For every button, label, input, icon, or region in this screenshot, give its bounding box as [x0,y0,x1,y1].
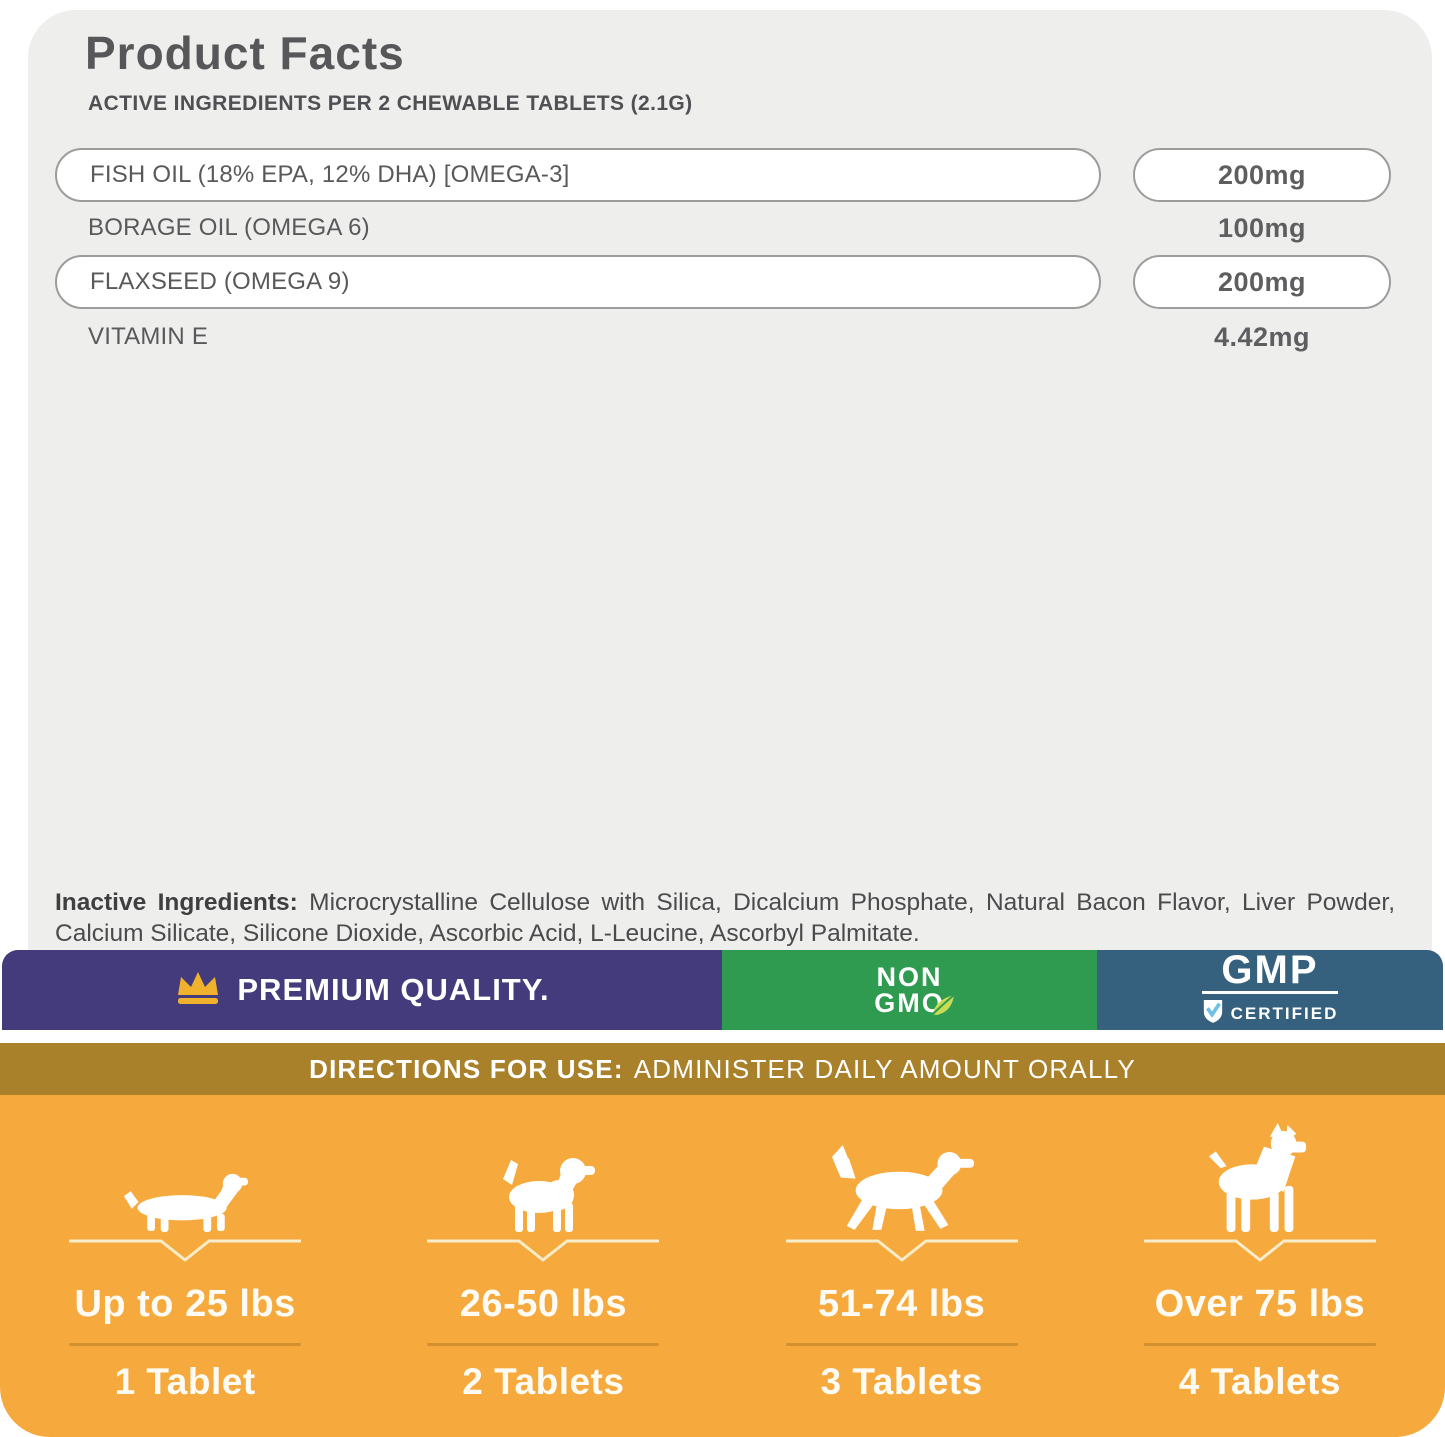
leaf-icon [931,992,957,1022]
ingredient-name: FLAXSEED (OMEGA 9) [90,268,350,295]
tablet-count-label: 2 Tablets [462,1361,625,1402]
ingredient-name: BORAGE OIL (OMEGA 6) [88,214,370,241]
gmp-box: GMP CERTIFIED [1201,948,1339,1029]
inactive-ingredients-label: Inactive Ingredients: [55,888,298,916]
premium-quality-badge: PREMIUM QUALITY. [2,950,722,1030]
non-gmo-text: NON GMO [874,962,955,1018]
dosage-section: Up to 25 lbs 1 Tablet [0,1095,1445,1437]
notch-divider-line [427,1239,660,1262]
dosage-column-large-dog: 51-74 lbs 3 Tablets [723,1095,1081,1437]
weight-range-label: 26-50 lbs [459,1283,627,1325]
ingredient-row: FISH OIL (18% EPA, 12% DHA) [OMEGA-3] 20… [55,148,1395,202]
dosage-column-xlarge-dog: Over 75 lbs 4 Tablets [1081,1095,1439,1437]
ingredient-name-pill: FLAXSEED (OMEGA 9) [55,255,1101,309]
dachshund-dog-icon [122,1095,249,1233]
tablet-count-label: 4 Tablets [1178,1361,1341,1402]
quality-badges-row: PREMIUM QUALITY. NON GMO GMP [2,950,1443,1030]
crown-icon [174,969,222,1011]
ingredient-name: VITAMIN E [88,323,209,350]
ingredient-amount-area: 100mg [1133,201,1391,255]
notch-divider-line [785,1239,1018,1262]
ingredient-amount-pill: 200mg [1133,255,1391,309]
ingredient-amount: 4.42mg [1213,321,1311,352]
notch-divider-line [69,1239,302,1262]
ingredient-amount: 200mg [1217,159,1307,190]
puppy-dog-icon [491,1095,596,1233]
ingredient-row: BORAGE OIL (OMEGA 6) 100mg [55,201,1395,255]
ingredient-name-area: BORAGE OIL (OMEGA 6) [55,201,1101,255]
non-gmo-badge: NON GMO [722,950,1097,1030]
ingredient-amount-pill: 200mg [1133,148,1391,202]
ingredient-name: FISH OIL (18% EPA, 12% DHA) [OMEGA-3] [90,161,570,188]
column-divider [69,1343,302,1346]
dosage-column-medium-dog: 26-50 lbs 2 Tablets [364,1095,722,1437]
column-divider [1143,1343,1376,1346]
gmp-title: GMP [1221,948,1319,992]
ingredient-name-pill: FISH OIL (18% EPA, 12% DHA) [OMEGA-3] [55,148,1101,202]
column-divider [785,1343,1018,1346]
directions-label: DIRECTIONS FOR USE: [309,1053,624,1084]
weight-range-label: Over 75 lbs [1154,1283,1366,1325]
weight-range-label: Up to 25 lbs [74,1283,296,1325]
inactive-ingredients-text: Microcrystalline Cellulose with Silica, … [55,888,1395,947]
premium-quality-label: PREMIUM QUALITY. [237,972,550,1007]
retriever-dog-icon [828,1095,976,1233]
tablet-count-label: 1 Tablet [114,1361,256,1402]
active-ingredients-subtitle: ACTIVE INGREDIENTS PER 2 CHEWABLE TABLET… [88,92,693,115]
notch-divider-line [1143,1239,1376,1262]
ingredient-amount: 200mg [1217,266,1307,297]
directions-text: ADMINISTER DAILY AMOUNT ORALLY [633,1053,1136,1084]
non-gmo-line1: NON [876,962,943,992]
product-facts-panel: Product Facts ACTIVE INGREDIENTS PER 2 C… [28,10,1432,950]
boxer-dog-icon [1201,1095,1319,1233]
ingredient-row: FLAXSEED (OMEGA 9) 200mg [55,255,1395,309]
ingredient-name-area: VITAMIN E [55,310,1101,364]
gmp-subtitle-row: CERTIFIED [1201,991,1339,1029]
inactive-ingredients: Inactive Ingredients: Microcrystalline C… [55,887,1395,949]
ingredient-amount-area: 4.42mg [1133,310,1391,364]
page-title: Product Facts [85,27,405,79]
non-gmo-line2: GMO [874,988,945,1018]
directions-bar: DIRECTIONS FOR USE: ADMINISTER DAILY AMO… [0,1043,1445,1095]
gmp-certified-badge: GMP CERTIFIED [1097,950,1443,1030]
ingredient-row: VITAMIN E 4.42mg [55,310,1395,364]
weight-range-label: 51-74 lbs [818,1283,986,1325]
ingredient-amount: 100mg [1217,212,1307,243]
gmp-certified-label: CERTIFIED [1230,1003,1339,1023]
shield-check-icon [1202,998,1224,1029]
column-divider [427,1343,660,1346]
dosage-column-small-dog: Up to 25 lbs 1 Tablet [6,1095,364,1437]
tablet-count-label: 3 Tablets [820,1361,983,1402]
